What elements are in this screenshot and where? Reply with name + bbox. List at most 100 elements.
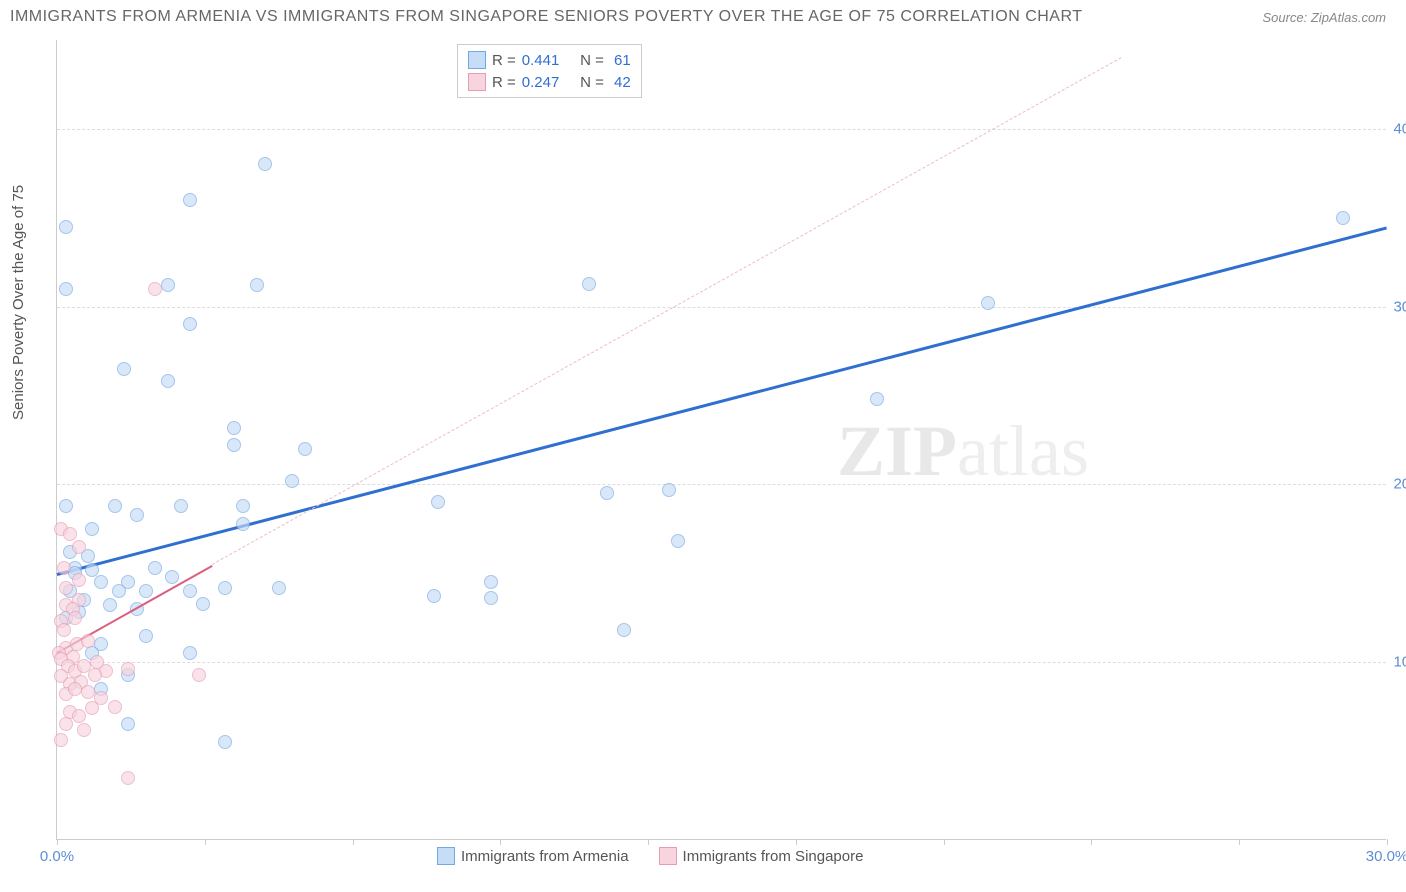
data-point xyxy=(88,668,102,682)
data-point xyxy=(196,597,210,611)
data-point xyxy=(227,421,241,435)
xtick-label: 30.0% xyxy=(1366,848,1406,865)
data-point xyxy=(600,486,614,500)
xtick xyxy=(1387,839,1388,845)
data-point xyxy=(582,277,596,291)
data-point xyxy=(117,362,131,376)
ytick-label: 10.0% xyxy=(1391,654,1406,671)
data-point xyxy=(72,540,86,554)
data-point xyxy=(121,771,135,785)
xtick xyxy=(1239,839,1240,845)
legend-swatch xyxy=(468,73,486,91)
legend-item: Immigrants from Armenia xyxy=(437,847,629,865)
data-point xyxy=(81,685,95,699)
data-point xyxy=(484,591,498,605)
data-point xyxy=(85,563,99,577)
data-point xyxy=(85,522,99,536)
data-point xyxy=(63,527,77,541)
data-point xyxy=(94,637,108,651)
data-point xyxy=(72,573,86,587)
gridline xyxy=(57,662,1386,663)
data-point xyxy=(298,442,312,456)
data-point xyxy=(148,561,162,575)
data-point xyxy=(148,282,162,296)
data-point xyxy=(108,499,122,513)
data-point xyxy=(72,709,86,723)
ytick-label: 40.0% xyxy=(1391,120,1406,137)
data-point xyxy=(236,517,250,531)
ytick-label: 20.0% xyxy=(1391,476,1406,493)
data-point xyxy=(192,668,206,682)
data-point xyxy=(431,495,445,509)
legend-label: Immigrants from Singapore xyxy=(683,848,864,865)
data-point xyxy=(183,317,197,331)
legend-stats: R =0.441 N = 61R =0.247 N = 42 xyxy=(457,44,642,98)
watermark: ZIPatlas xyxy=(837,410,1089,493)
ytick-label: 30.0% xyxy=(1391,298,1406,315)
chart-title: IMMIGRANTS FROM ARMENIA VS IMMIGRANTS FR… xyxy=(10,8,1083,26)
xtick-label: 0.0% xyxy=(40,848,74,865)
data-point xyxy=(57,623,71,637)
gridline xyxy=(57,307,1386,308)
data-point xyxy=(981,296,995,310)
xtick xyxy=(205,839,206,845)
legend-stats-row: R =0.247 N = 42 xyxy=(468,71,631,93)
data-point xyxy=(183,646,197,660)
data-point xyxy=(68,611,82,625)
legend-label: Immigrants from Armenia xyxy=(461,848,629,865)
data-point xyxy=(77,723,91,737)
source-credit: Source: ZipAtlas.com xyxy=(1262,10,1386,25)
xtick xyxy=(648,839,649,845)
data-point xyxy=(258,157,272,171)
xtick xyxy=(796,839,797,845)
xtick xyxy=(353,839,354,845)
data-point xyxy=(121,717,135,731)
data-point xyxy=(68,682,82,696)
data-point xyxy=(870,392,884,406)
data-point xyxy=(227,438,241,452)
data-point xyxy=(59,282,73,296)
data-point xyxy=(59,581,73,595)
data-point xyxy=(161,278,175,292)
xtick xyxy=(1091,839,1092,845)
y-axis-label: Seniors Poverty Over the Age of 75 xyxy=(10,185,27,420)
legend-swatch xyxy=(659,847,677,865)
data-point xyxy=(427,589,441,603)
legend-series: Immigrants from Armenia Immigrants from S… xyxy=(437,847,863,865)
data-point xyxy=(81,634,95,648)
data-point xyxy=(121,575,135,589)
data-point xyxy=(671,534,685,548)
data-point xyxy=(161,374,175,388)
data-point xyxy=(139,584,153,598)
data-point xyxy=(103,598,117,612)
data-point xyxy=(59,499,73,513)
data-point xyxy=(59,717,73,731)
legend-stats-row: R =0.441 N = 61 xyxy=(468,49,631,71)
data-point xyxy=(662,483,676,497)
data-point xyxy=(218,735,232,749)
data-point xyxy=(1336,211,1350,225)
legend-swatch xyxy=(468,51,486,69)
data-point xyxy=(94,575,108,589)
data-point xyxy=(54,733,68,747)
data-point xyxy=(108,700,122,714)
data-point xyxy=(121,662,135,676)
data-point xyxy=(285,474,299,488)
data-point xyxy=(484,575,498,589)
gridline xyxy=(57,129,1386,130)
data-point xyxy=(218,581,232,595)
data-point xyxy=(59,220,73,234)
data-point xyxy=(57,561,71,575)
data-point xyxy=(174,499,188,513)
xtick xyxy=(944,839,945,845)
data-point xyxy=(139,629,153,643)
data-point xyxy=(272,581,286,595)
data-point xyxy=(250,278,264,292)
xtick xyxy=(57,839,58,845)
data-point xyxy=(165,570,179,584)
xtick xyxy=(500,839,501,845)
data-point xyxy=(183,193,197,207)
data-point xyxy=(236,499,250,513)
data-point xyxy=(85,701,99,715)
gridline xyxy=(57,484,1386,485)
